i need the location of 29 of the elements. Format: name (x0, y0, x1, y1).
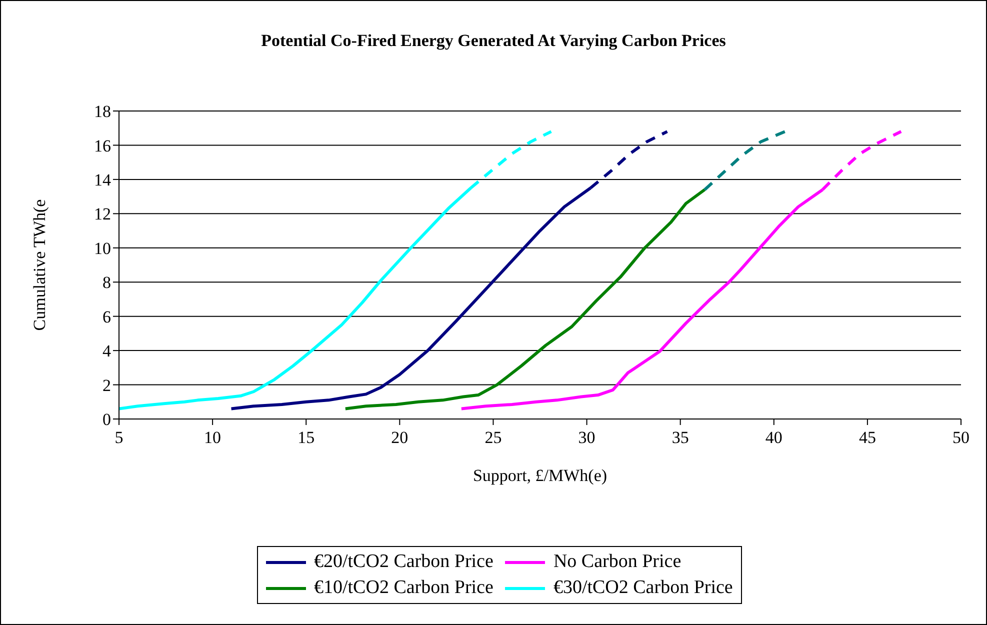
y-tick-label: 4 (102, 342, 112, 361)
x-tick-label: 20 (391, 428, 408, 448)
y-axis-title: Cumulative TWh(e (30, 199, 50, 331)
line-series (703, 130, 787, 192)
y-tick-label: 16 (94, 136, 111, 156)
x-tick-label: 45 (858, 428, 876, 448)
x-tick-label: 35 (672, 428, 689, 448)
x-axis-title: Support, £/MWh(e) (472, 466, 608, 485)
x-tick-label: 15 (298, 428, 315, 448)
legend-label: No Carbon Price (553, 551, 682, 573)
x-tick-label: 50 (952, 428, 970, 448)
y-tick-label: 18 (94, 102, 111, 122)
x-tick-label: 40 (765, 428, 782, 448)
legend-label: €20/tCO2 Carbon Price (314, 551, 494, 573)
y-tick-label: 0 (102, 410, 111, 430)
y-tick-label: 12 (94, 204, 111, 224)
x-tick-label: 25 (484, 428, 502, 448)
y-tick-label: 6 (102, 307, 111, 326)
y-tick-label: 8 (102, 273, 111, 292)
x-tick-label: 30 (578, 428, 596, 448)
y-tick-label: 14 (94, 170, 112, 190)
y-tick-label: 10 (94, 238, 111, 258)
x-tick-label: 10 (204, 428, 222, 448)
legend-label: €30/tCO2 Carbon Price (553, 577, 733, 599)
y-tick-label: 2 (102, 376, 111, 395)
line-series (344, 188, 706, 410)
legend-label: €10/tCO2 Carbon Price (314, 577, 494, 599)
chart-title: Potential Co-Fired Energy Generated At Varying Carbon Prices (260, 31, 727, 51)
x-tick-label: 5 (114, 428, 124, 448)
